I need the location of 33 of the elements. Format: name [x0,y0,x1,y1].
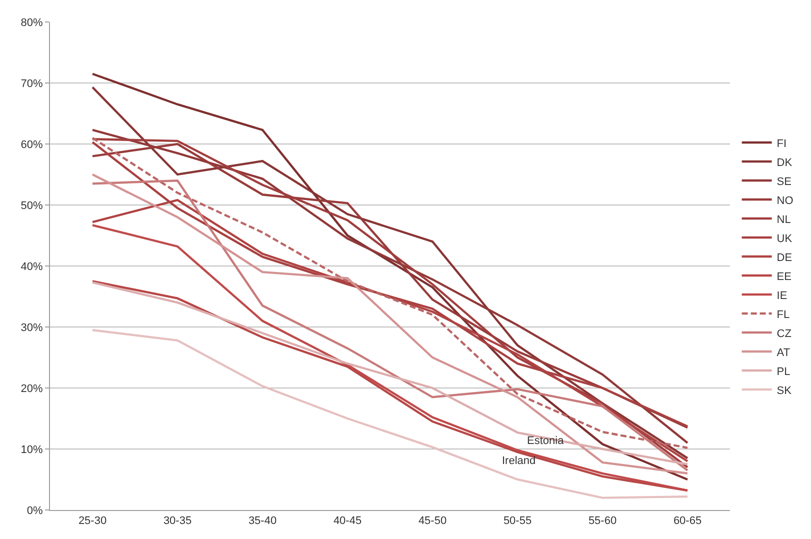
x-tick-label: 35-40 [248,515,277,528]
x-tick-label: 40-45 [333,515,362,528]
legend-label: SK [776,384,792,397]
x-tick-label: 45-50 [418,515,447,528]
legend-label: DE [776,252,792,264]
annotation: Ireland [502,455,536,467]
legend-label: NO [776,194,794,207]
y-tick-label: 50% [20,200,44,212]
y-tick-label: 0% [26,504,44,517]
y-tick-label: 70% [20,78,44,90]
y-tick-label: 30% [20,322,44,334]
legend-label: UK [776,232,793,245]
legend-label: AT [776,346,790,359]
x-tick-label: 30-35 [163,515,192,528]
y-tick-label: 80% [20,16,44,29]
y-tick-label: 10% [20,444,44,456]
legend-label: FL [776,308,790,321]
annotation: Estonia [527,435,565,447]
y-tick-label: 60% [20,138,44,151]
legend-label: DK [776,156,793,169]
legend-label: EE [776,270,792,283]
legend-label: PL [776,366,790,378]
legend-label: FI [776,138,787,150]
x-tick-label: 50-55 [503,515,532,528]
legend-label: IE [776,290,788,302]
x-tick-label: 55-60 [588,515,617,528]
y-tick-label: 40% [20,260,44,273]
x-tick-label: 25-30 [78,515,107,528]
legend-label: SE [776,176,792,188]
legend-label: NL [776,214,791,226]
x-tick-label: 60-65 [673,515,702,528]
y-tick-label: 20% [20,382,44,395]
legend-label: CZ [776,328,792,340]
